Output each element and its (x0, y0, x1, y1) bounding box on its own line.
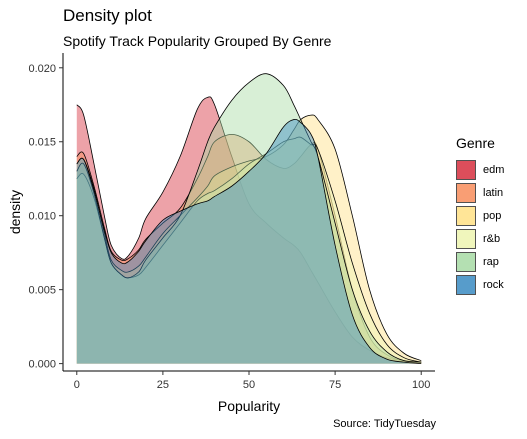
density-area-pop (76, 115, 422, 364)
x-tick-label: 100 (412, 379, 430, 391)
legend-item-edm: edm (456, 158, 504, 181)
legend-key-r&b (456, 228, 476, 249)
legend-key-latin (456, 182, 476, 203)
legend-key-edm (456, 159, 476, 180)
density-area-rap (76, 73, 422, 364)
y-tick-label: 0.000 (28, 359, 56, 371)
legend-item-pop: pop (456, 204, 504, 227)
legend-key-rap (456, 251, 476, 272)
chart-caption: Source: TidyTuesday (333, 418, 436, 430)
legend-label: r&b (483, 232, 501, 245)
chart-title: Density plot (63, 6, 152, 25)
legend-label: edm (483, 163, 505, 176)
legend-item-r&b: r&b (456, 227, 504, 250)
legend-key-rock (456, 274, 476, 295)
density-line-rap (76, 73, 422, 363)
axes-layer: 0.000 0.005 0.010 0.015 0.020 0 25 50 75 100 (28, 53, 435, 391)
legend-title: Genre (456, 135, 495, 151)
legend-item-rap: rap (456, 250, 504, 273)
density-line-latin (76, 133, 422, 363)
chart-subtitle: Spotify Track Popularity Grouped By Genr… (63, 33, 332, 49)
legend-label: pop (483, 209, 502, 222)
x-tick-label: 0 (74, 379, 80, 391)
density-area-r&b (76, 137, 422, 364)
density-series-layer (76, 73, 422, 364)
legend-label: rap (483, 255, 499, 268)
x-tick-label: 25 (157, 379, 169, 391)
x-axis-title: Popularity (218, 398, 280, 414)
y-tick-label: 0.020 (28, 63, 56, 75)
legend-label: rock (483, 278, 504, 291)
density-line-edm (76, 96, 422, 363)
legend-label: latin (483, 186, 504, 199)
density-line-rock (76, 118, 422, 364)
density-line-pop (76, 114, 422, 362)
density-area-latin (76, 134, 422, 364)
legend-items: edm latin pop r&b rap rock (456, 158, 504, 296)
y-tick-label: 0.005 (28, 285, 56, 297)
y-axis-title: density (7, 190, 23, 234)
density-area-edm (76, 96, 422, 364)
legend-key-pop (456, 205, 476, 226)
x-tick-label: 50 (243, 379, 255, 391)
legend-item-rock: rock (456, 273, 504, 296)
y-tick-label: 0.010 (28, 211, 56, 223)
x-tick-label: 75 (329, 379, 341, 391)
legend-item-latin: latin (456, 181, 504, 204)
legend: Genre edm latin pop r&b rap rock (456, 135, 504, 296)
y-tick-label: 0.015 (28, 137, 56, 149)
density-area-rock (76, 119, 422, 364)
